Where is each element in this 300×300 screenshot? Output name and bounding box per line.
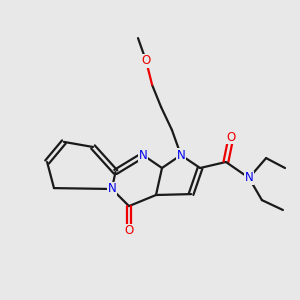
- Text: N: N: [139, 148, 148, 162]
- Text: N: N: [107, 182, 116, 196]
- Text: O: O: [142, 54, 151, 68]
- Text: O: O: [226, 130, 236, 144]
- Text: N: N: [176, 148, 185, 162]
- Text: O: O: [124, 224, 134, 238]
- Text: N: N: [244, 171, 253, 184]
